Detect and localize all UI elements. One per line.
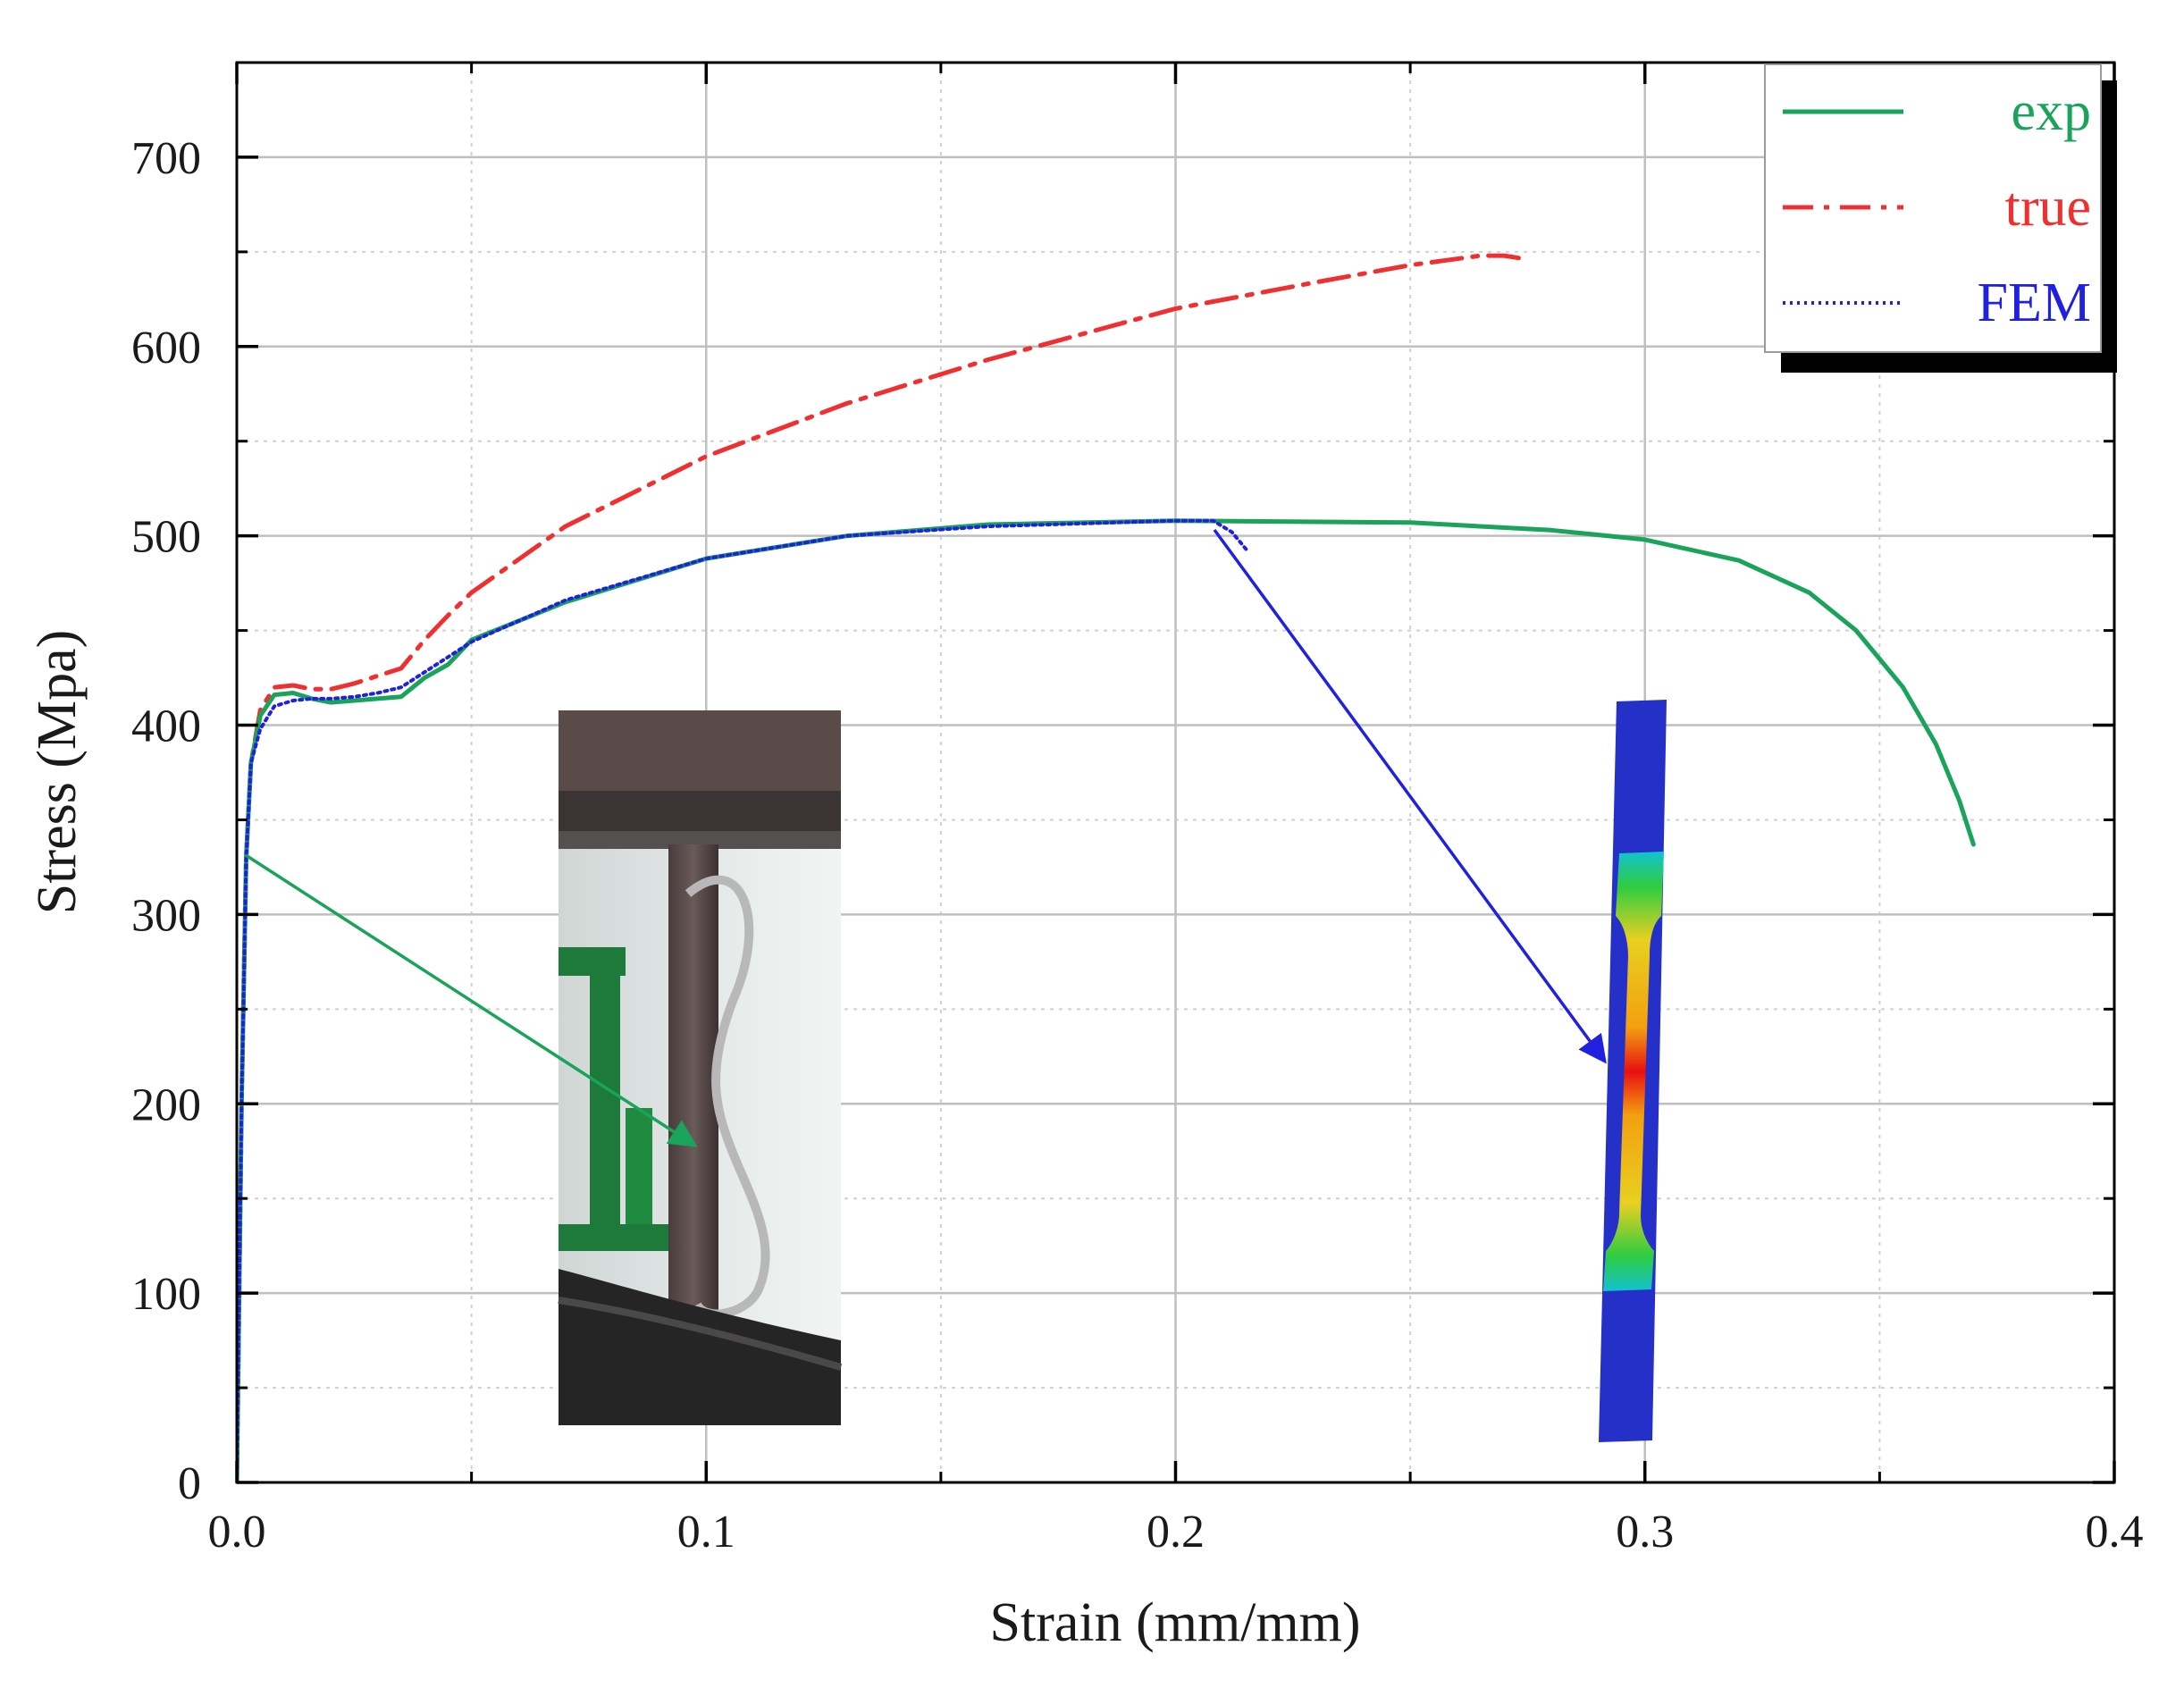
y-tick-label: 600 (131, 323, 201, 374)
fem-pointer-arrow (1213, 528, 1607, 1064)
y-tick-label: 0 (178, 1458, 201, 1509)
legend-label-FEM: FEM (1978, 273, 2091, 333)
fem-specimen-contour (1599, 700, 1667, 1442)
photo-pointer-arrow (245, 853, 698, 1147)
y-tick-label: 400 (131, 701, 201, 752)
series-line-FEM (237, 518, 1248, 1482)
y-tick-label: 200 (131, 1079, 201, 1130)
legend-label-true: true (2005, 177, 2091, 238)
legend-label-exp: exp (2011, 81, 2091, 142)
series-line-exp (237, 518, 1976, 1482)
x-tick-label: 0.0 (208, 1507, 266, 1557)
tensile-test-photo (558, 710, 843, 1425)
series-layer (237, 253, 1976, 1482)
series-line-true (237, 253, 1530, 1482)
y-tick-label: 100 (131, 1269, 201, 1320)
x-axis-label: Strain (mm/mm) (989, 1592, 1360, 1653)
y-tick-label: 700 (131, 133, 201, 184)
y-tick-label: 300 (131, 890, 201, 941)
y-axis-label: Stress (Mpa) (27, 630, 88, 915)
legend: exp true FEM (1764, 63, 2117, 373)
x-tick-label: 0.1 (677, 1507, 735, 1557)
x-tick-label: 0.2 (1147, 1507, 1205, 1557)
axis-ticks: 0.0 0.1 0.2 0.3 0.4 0 100 200 300 400 500 600 700 (131, 63, 2144, 1557)
y-tick-label: 500 (131, 512, 201, 563)
x-tick-label: 0.4 (2086, 1507, 2144, 1557)
x-tick-label: 0.3 (1616, 1507, 1674, 1557)
